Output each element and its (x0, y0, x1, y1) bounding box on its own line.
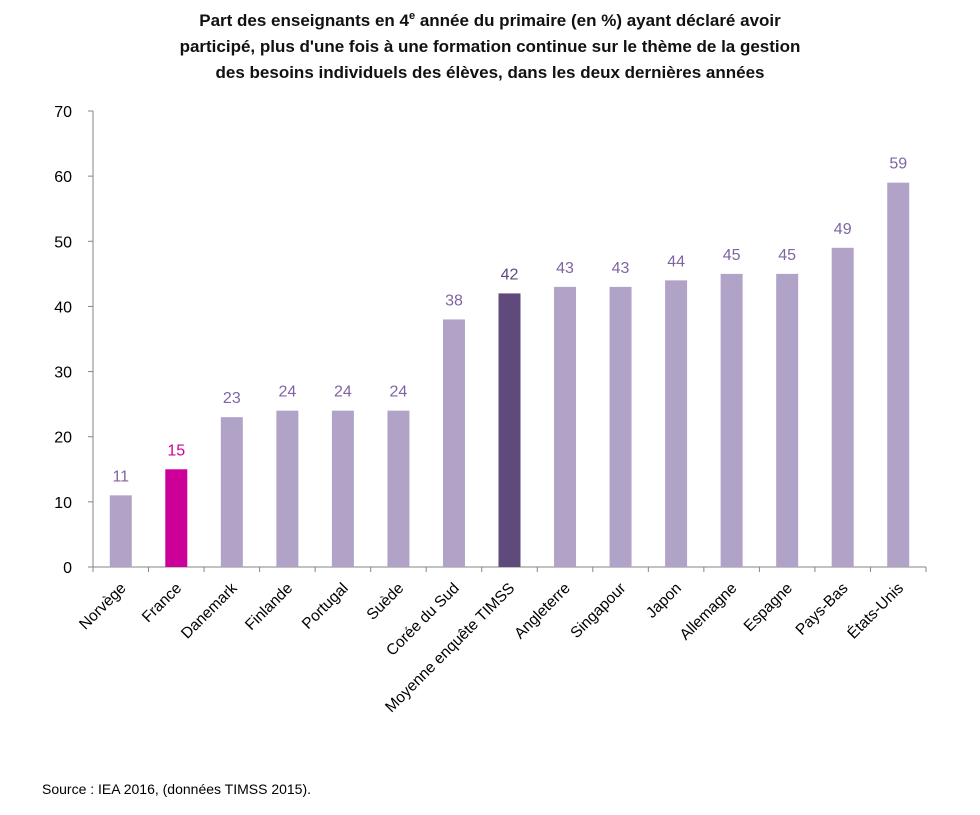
category-label: États-Unis (844, 580, 907, 643)
chart-title-line-1: Part des enseignants en 4e année du prim… (199, 10, 781, 30)
y-tick-label: 70 (54, 104, 72, 121)
value-label: 42 (501, 266, 519, 283)
bar-7 (498, 293, 521, 567)
y-tick-label: 30 (54, 365, 72, 382)
y-tick-label: 20 (54, 430, 72, 447)
chart-title-line-3: des besoins individuels des élèves, dans… (216, 63, 765, 82)
value-label: 43 (612, 260, 630, 277)
plot-area: 0 10 20 30 40 50 60 70 11 Norvège 15 France 23 Danema… (54, 104, 927, 716)
y-tick-label: 40 (54, 299, 72, 316)
value-label: 15 (167, 442, 185, 459)
value-label: 24 (334, 384, 352, 401)
value-label: 11 (112, 468, 129, 485)
category-label: Finlande (242, 580, 296, 634)
category-label: Suède (364, 580, 408, 624)
bar-5 (387, 410, 410, 567)
category-label: Allemagne (677, 580, 741, 644)
category-label: France (139, 580, 185, 626)
value-label: 49 (834, 221, 852, 238)
category-label: Norvège (76, 580, 129, 633)
y-tick-label: 0 (63, 560, 72, 577)
value-label: 44 (667, 253, 685, 270)
value-label: 43 (556, 260, 574, 277)
source-note: Source : IEA 2016, (données TIMSS 2015). (42, 781, 312, 797)
chart-title-line-1-part-a: Part des enseignants en 4 (199, 11, 409, 30)
y-tick-label: 60 (54, 169, 72, 186)
bar-8 (554, 286, 577, 567)
value-label: 23 (223, 390, 241, 407)
value-label: 45 (778, 247, 796, 264)
bar-1 (165, 469, 188, 567)
chart-title-superscript: e (409, 10, 415, 22)
bar-9 (609, 286, 632, 567)
category-label: Singapour (567, 580, 629, 642)
category-label: Espagne (741, 580, 796, 635)
value-label: 24 (390, 384, 408, 401)
bar-13 (831, 247, 854, 568)
category-label: Portugal (299, 580, 352, 633)
bar-4 (331, 410, 354, 567)
bar-0 (109, 495, 132, 567)
y-tick-label: 50 (54, 234, 72, 251)
value-label: 38 (445, 292, 463, 309)
chart-title-line-2: participé, plus d'une fois à une formati… (180, 37, 801, 56)
y-tick-label: 10 (54, 495, 72, 512)
bar-12 (776, 273, 799, 567)
value-label: 59 (889, 156, 907, 173)
category-label: Pays-Bas (793, 580, 852, 639)
bar-6 (442, 319, 465, 567)
value-label: 24 (278, 384, 296, 401)
category-label: Danemark (178, 580, 241, 643)
bar-2 (220, 417, 243, 567)
value-label: 45 (723, 247, 741, 264)
bar-10 (665, 280, 688, 567)
bar-11 (720, 273, 743, 567)
bar-14 (887, 182, 910, 567)
category-label: Japon (643, 580, 685, 622)
bar-3 (276, 410, 299, 567)
chart-title-line-1-part-b: année du primaire (en %) ayant déclaré a… (415, 11, 781, 30)
category-label: Angleterre (511, 580, 574, 643)
